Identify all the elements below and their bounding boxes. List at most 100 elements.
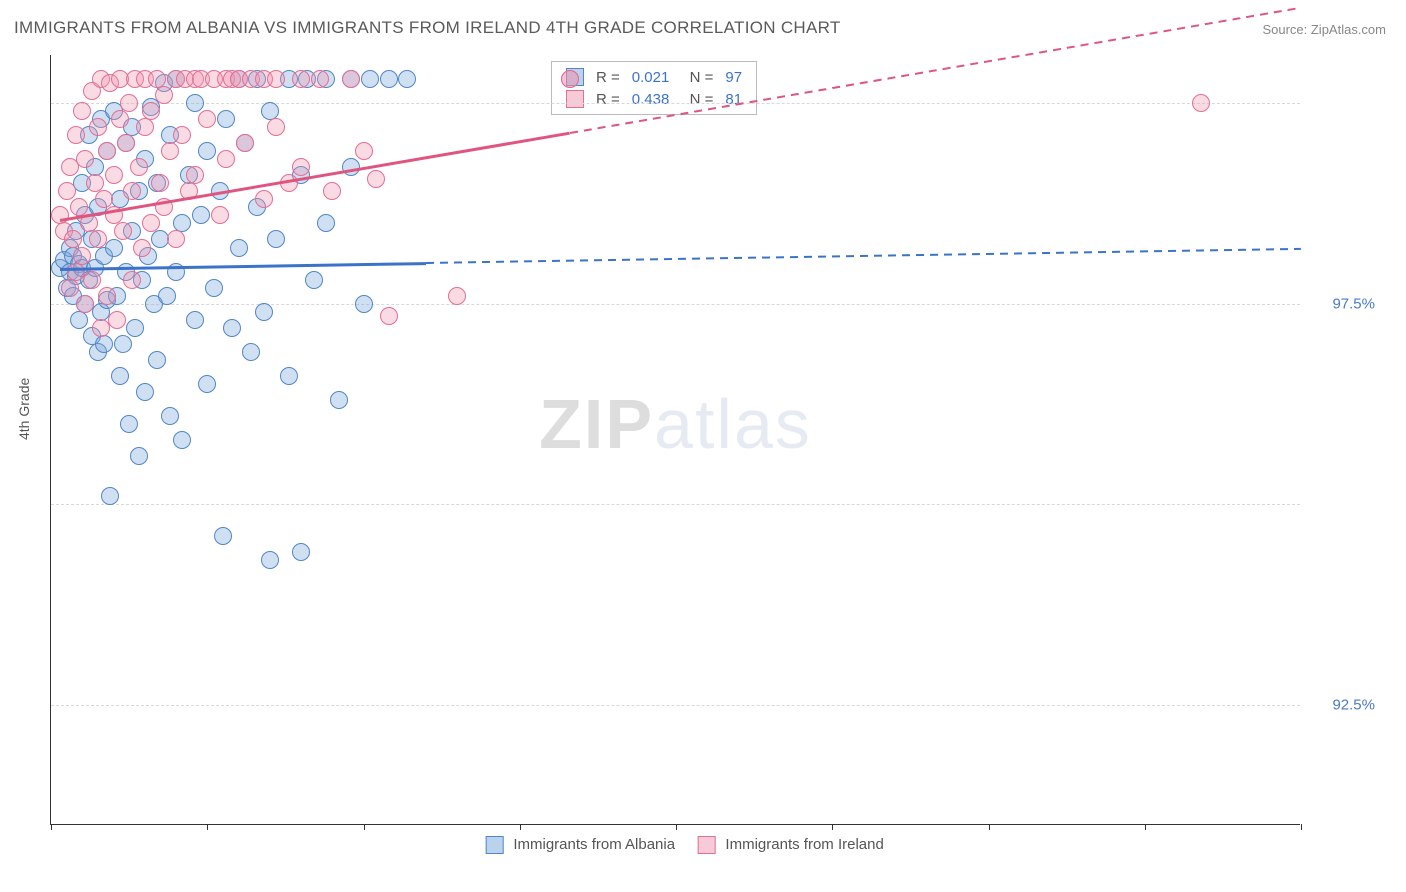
- data-point-ireland: [89, 230, 107, 248]
- x-tick: [989, 824, 990, 830]
- data-point-albania: [261, 551, 279, 569]
- data-point-albania: [317, 214, 335, 232]
- data-point-albania: [126, 319, 144, 337]
- watermark: ZIPatlas: [539, 384, 812, 464]
- data-point-albania: [380, 70, 398, 88]
- data-point-ireland: [198, 110, 216, 128]
- data-point-albania: [130, 447, 148, 465]
- trendline-albania-dashed: [426, 247, 1301, 263]
- watermark-part-b: atlas: [654, 385, 812, 463]
- data-point-ireland: [311, 70, 329, 88]
- data-point-ireland: [167, 230, 185, 248]
- data-point-albania: [198, 375, 216, 393]
- data-point-ireland: [448, 287, 466, 305]
- data-point-ireland: [367, 170, 385, 188]
- data-point-ireland: [123, 271, 141, 289]
- x-tick: [364, 824, 365, 830]
- data-point-albania: [214, 527, 232, 545]
- data-point-ireland: [108, 311, 126, 329]
- data-point-albania: [355, 295, 373, 313]
- data-point-ireland: [161, 142, 179, 160]
- data-point-albania: [148, 351, 166, 369]
- legend-label-ireland: Immigrants from Ireland: [725, 836, 883, 853]
- data-point-ireland: [267, 70, 285, 88]
- data-point-ireland: [76, 150, 94, 168]
- stat-n-label: N =: [675, 66, 719, 88]
- stat-r-label: R =: [590, 66, 626, 88]
- data-point-ireland: [236, 134, 254, 152]
- data-point-ireland: [98, 142, 116, 160]
- source-prefix: Source:: [1262, 22, 1310, 37]
- correlation-stats-box: R = 0.021 N = 97 R = 0.438 N = 81: [551, 61, 757, 115]
- data-point-albania: [120, 415, 138, 433]
- data-point-ireland: [83, 271, 101, 289]
- source-label: Source: ZipAtlas.com: [1262, 22, 1386, 37]
- data-point-ireland: [76, 295, 94, 313]
- legend-swatch-albania-icon: [485, 836, 503, 854]
- data-point-albania: [205, 279, 223, 297]
- data-point-albania: [161, 407, 179, 425]
- x-tick: [51, 824, 52, 830]
- data-point-albania: [280, 367, 298, 385]
- y-tick-label: 97.5%: [1310, 295, 1375, 312]
- data-point-ireland: [111, 110, 129, 128]
- trendline-ireland-solid: [60, 132, 570, 222]
- x-tick: [520, 824, 521, 830]
- data-point-albania: [95, 335, 113, 353]
- data-point-ireland: [133, 239, 151, 257]
- legend-label-albania: Immigrants from Albania: [513, 836, 675, 853]
- data-point-albania: [330, 391, 348, 409]
- data-point-ireland: [105, 166, 123, 184]
- data-point-ireland: [380, 307, 398, 325]
- stat-r-value-ireland: 0.438: [626, 88, 676, 110]
- data-point-albania: [305, 271, 323, 289]
- data-point-ireland: [136, 118, 154, 136]
- stats-row-albania: R = 0.021 N = 97: [560, 66, 748, 88]
- data-point-albania: [198, 142, 216, 160]
- data-point-albania: [230, 239, 248, 257]
- y-axis-label: 4th Grade: [16, 378, 32, 440]
- data-point-ireland: [142, 102, 160, 120]
- data-point-albania: [186, 94, 204, 112]
- x-tick: [832, 824, 833, 830]
- y-tick-label: 92.5%: [1310, 696, 1375, 713]
- data-point-ireland: [292, 70, 310, 88]
- gridline: [51, 705, 1300, 706]
- data-point-albania: [186, 311, 204, 329]
- data-point-ireland: [130, 158, 148, 176]
- source-link[interactable]: ZipAtlas.com: [1311, 22, 1386, 37]
- stat-r-label: R =: [590, 88, 626, 110]
- data-point-albania: [101, 487, 119, 505]
- data-point-albania: [361, 70, 379, 88]
- data-point-albania: [173, 431, 191, 449]
- data-point-albania: [255, 303, 273, 321]
- chart-title: IMMIGRANTS FROM ALBANIA VS IMMIGRANTS FR…: [14, 18, 841, 38]
- swatch-ireland-icon: [566, 90, 584, 108]
- data-point-ireland: [73, 247, 91, 265]
- data-point-ireland: [1192, 94, 1210, 112]
- data-point-albania: [114, 335, 132, 353]
- data-point-albania: [242, 343, 260, 361]
- data-point-ireland: [211, 206, 229, 224]
- x-tick: [1301, 824, 1302, 830]
- x-tick: [676, 824, 677, 830]
- data-point-albania: [192, 206, 210, 224]
- data-point-ireland: [323, 182, 341, 200]
- data-point-ireland: [142, 214, 160, 232]
- data-point-ireland: [217, 150, 235, 168]
- data-point-ireland: [292, 158, 310, 176]
- data-point-ireland: [255, 190, 273, 208]
- data-point-albania: [70, 311, 88, 329]
- data-point-ireland: [61, 279, 79, 297]
- data-point-ireland: [58, 182, 76, 200]
- trendline-albania-solid: [60, 262, 426, 270]
- data-point-ireland: [73, 102, 91, 120]
- x-tick: [207, 824, 208, 830]
- data-point-albania: [111, 367, 129, 385]
- data-point-ireland: [561, 70, 579, 88]
- data-point-ireland: [120, 94, 138, 112]
- data-point-albania: [217, 110, 235, 128]
- data-point-ireland: [89, 118, 107, 136]
- data-point-ireland: [342, 70, 360, 88]
- data-point-ireland: [51, 206, 69, 224]
